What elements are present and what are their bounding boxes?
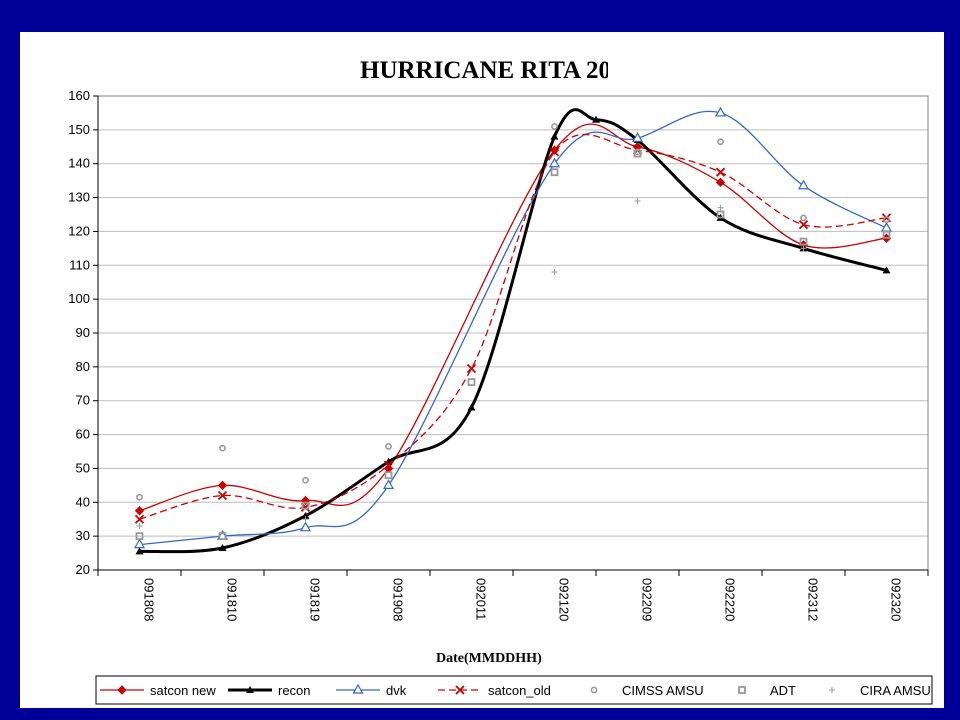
series-line-dvk	[139, 110, 887, 546]
legend-label-satcon-old: satcon_old	[488, 683, 551, 698]
series-line-satcon-old	[139, 133, 887, 520]
x-tick-label: 091808	[142, 578, 157, 621]
x-tick-label: 092120	[557, 578, 572, 621]
point-cira-amsu	[136, 522, 143, 529]
point-satcon-old	[549, 147, 560, 157]
chart: HURRICANE RITA 200 20 30 40 50 60 70 80 90 100 11…	[68, 50, 933, 705]
y-tick-label: 90	[76, 325, 90, 340]
point-satcon-old	[715, 167, 726, 177]
point-recon	[301, 511, 310, 519]
legend-marker-dvk	[352, 683, 364, 694]
title-mask	[608, 50, 638, 90]
point-satcon-old	[134, 514, 145, 524]
series-line-recon	[139, 108, 887, 554]
y-tick-label: 100	[68, 291, 90, 306]
point-satcon-old	[798, 220, 809, 230]
y-tick-label: 150	[68, 122, 90, 137]
point-satcon-old	[466, 363, 477, 374]
point-dvk	[382, 479, 395, 489]
legend-marker-satcon-new	[117, 685, 127, 695]
y-tick-label: 50	[76, 460, 90, 475]
legend-label-cimss-amsu: CIMSS AMSU	[622, 683, 704, 698]
series-line-satcon-new	[139, 123, 887, 512]
point-adt	[467, 378, 476, 386]
legend-marker-cira-amsu	[829, 687, 835, 693]
point-cira-amsu	[800, 245, 807, 252]
y-tick-label: 140	[68, 156, 90, 171]
y-tick-label: 40	[76, 494, 90, 509]
point-cimss-amsu	[219, 444, 226, 452]
point-adt	[135, 532, 144, 541]
y-tick-label: 30	[76, 528, 90, 543]
y-tick-label: 80	[76, 359, 90, 374]
chart-title: HURRICANE RITA 200	[360, 57, 623, 84]
x-tick-label: 092011	[474, 578, 489, 620]
point-dvk	[714, 106, 727, 117]
point-satcon-old	[217, 490, 228, 501]
point-cimss-amsu	[883, 216, 890, 223]
x-axis-label: Date(MMDDHH)	[436, 651, 542, 666]
point-cimss-amsu	[302, 476, 309, 484]
y-tick-label: 20	[76, 562, 90, 577]
x-tick-label: 092220	[723, 578, 738, 621]
legend-label-cira-amsu: CIRA AMSU	[860, 683, 931, 698]
point-cimss-amsu	[800, 214, 807, 222]
point-dvk	[133, 538, 146, 549]
y-tick-label: 60	[76, 427, 90, 442]
point-recon	[218, 543, 227, 551]
x-tick-label: 092209	[640, 578, 655, 621]
point-adt	[550, 168, 559, 177]
point-satcon-new	[217, 480, 228, 491]
point-adt	[301, 501, 310, 510]
point-cimss-amsu	[136, 493, 143, 501]
point-satcon-old	[383, 460, 394, 470]
legend-marker-cimss-amsu	[590, 686, 598, 694]
point-cira-amsu	[717, 204, 724, 211]
point-dvk	[797, 179, 810, 190]
legend-label-recon: recon	[278, 683, 311, 698]
point-recon	[882, 266, 891, 274]
chart-frame: HURRICANE RITA 200 20 30 40 50 60 70 80 90 100 11…	[20, 32, 944, 708]
point-recon	[592, 115, 600, 123]
point-adt	[384, 471, 393, 480]
y-tick-label: 120	[68, 223, 90, 238]
point-cira-amsu	[551, 269, 558, 276]
legend-label-satcon-new: satcon new	[150, 683, 216, 698]
x-tick-label: 091908	[391, 578, 406, 621]
legend-marker-recon	[246, 686, 254, 693]
point-cimss-amsu	[551, 123, 558, 130]
y-tick-label: 70	[76, 393, 90, 408]
point-dvk	[631, 132, 644, 142]
point-adt	[799, 237, 808, 246]
point-adt	[633, 149, 642, 158]
legend-marker-adt	[738, 686, 746, 694]
legend: satcon new recon dvk satcon_old CIMSS AMSU AD…	[95, 675, 933, 705]
point-satcon-new	[715, 177, 726, 188]
x-tick-label: 092312	[806, 578, 821, 621]
point-recon	[467, 403, 476, 411]
point-adt	[218, 532, 227, 541]
x-tick-label: 091810	[225, 578, 240, 621]
point-adt	[716, 210, 725, 219]
point-cira-amsu	[634, 197, 641, 204]
point-cimss-amsu	[717, 138, 724, 146]
legend-label-adt: ADT	[770, 683, 796, 698]
legend-marker-satcon-old	[455, 685, 465, 695]
point-adt	[882, 230, 891, 239]
point-satcon-new	[134, 506, 145, 516]
point-cimss-amsu	[385, 443, 392, 450]
point-dvk	[299, 521, 312, 532]
y-tick-label: 130	[68, 190, 90, 205]
y-tick-label: 160	[68, 88, 90, 103]
point-cira-amsu	[302, 516, 309, 523]
point-dvk	[548, 157, 561, 168]
point-recon	[135, 547, 144, 555]
point-recon	[550, 132, 559, 140]
x-tick-label: 092320	[889, 578, 904, 621]
y-tick-label: 110	[69, 257, 90, 272]
x-tick-label: 091819	[308, 578, 323, 621]
legend-label-dvk: dvk	[386, 683, 407, 698]
